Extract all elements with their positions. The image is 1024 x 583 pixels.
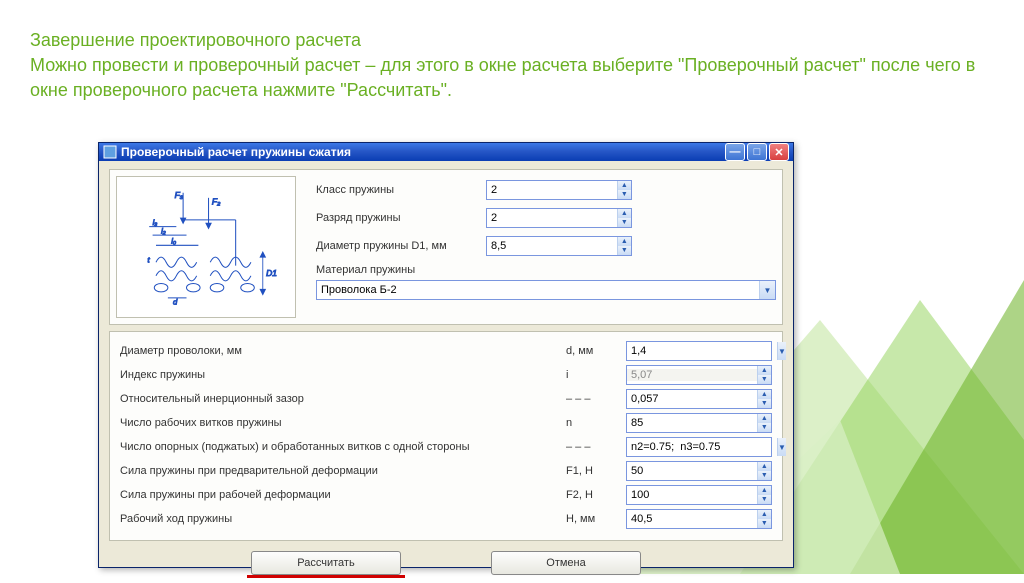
param-symbol: H, мм <box>566 513 626 525</box>
param-symbol: F2, Н <box>566 489 626 501</box>
param-label: Относительный инерционный зазор <box>120 393 566 405</box>
svg-text:F₂: F₂ <box>212 197 221 207</box>
param-value-input[interactable] <box>627 345 777 357</box>
param-symbol: – – – <box>566 393 626 405</box>
spin-down-icon: ▼ <box>758 375 771 384</box>
material-input[interactable] <box>317 284 759 296</box>
dialog-window: Проверочный расчет пружины сжатия — □ ✕ … <box>98 142 794 568</box>
param-row: Диаметр проволоки, ммd, мм▼ <box>120 340 772 362</box>
param-spinner: ▲▼ <box>626 365 772 385</box>
class-spinner[interactable]: ▲▼ <box>486 180 632 200</box>
svg-text:l₃: l₃ <box>153 218 158 227</box>
spin-up-icon[interactable]: ▲ <box>758 390 771 399</box>
param-combo[interactable]: ▼ <box>626 437 772 457</box>
param-label: Число опорных (поджатых) и обработанных … <box>120 441 566 453</box>
spin-up-icon[interactable]: ▲ <box>618 237 631 246</box>
chevron-down-icon[interactable]: ▼ <box>759 281 775 299</box>
spin-up-icon[interactable]: ▲ <box>758 414 771 423</box>
param-value-input[interactable] <box>627 393 757 405</box>
spin-up-icon[interactable]: ▲ <box>758 462 771 471</box>
param-symbol: i <box>566 369 626 381</box>
material-label: Материал пружины <box>316 264 776 276</box>
calculate-button[interactable]: Рассчитать <box>251 551 401 575</box>
svg-text:l₀: l₀ <box>171 237 176 246</box>
spin-up-icon[interactable]: ▲ <box>618 181 631 190</box>
param-spinner[interactable]: ▲▼ <box>626 485 772 505</box>
highlight-underline <box>247 575 405 578</box>
rank-input[interactable] <box>487 212 617 224</box>
param-combo[interactable]: ▼ <box>626 341 772 361</box>
param-label: Диаметр проволоки, мм <box>120 345 566 357</box>
rank-label: Разряд пружины <box>316 212 486 224</box>
param-label: Индекс пружины <box>120 369 566 381</box>
param-symbol: – – – <box>566 441 626 453</box>
spin-up-icon: ▲ <box>758 366 771 375</box>
app-icon <box>103 145 117 159</box>
svg-text:t: t <box>148 255 151 264</box>
spring-diagram: F₃ F₂ l₃ l₂ l₀ <box>116 176 296 318</box>
spin-down-icon[interactable]: ▼ <box>618 190 631 199</box>
spin-down-icon[interactable]: ▼ <box>758 495 771 504</box>
param-label: Сила пружины при предварительной деформа… <box>120 465 566 477</box>
svg-text:F₃: F₃ <box>175 190 184 200</box>
param-symbol: F1, Н <box>566 465 626 477</box>
class-label: Класс пружины <box>316 184 486 196</box>
window-title: Проверочный расчет пружины сжатия <box>121 145 725 159</box>
param-row: Рабочий ход пружиныH, мм▲▼ <box>120 508 772 530</box>
param-row: Число опорных (поджатых) и обработанных … <box>120 436 772 458</box>
class-input[interactable] <box>487 184 617 196</box>
param-value-input[interactable] <box>627 465 757 477</box>
spin-down-icon[interactable]: ▼ <box>758 519 771 528</box>
param-row: Сила пружины при предварительной деформа… <box>120 460 772 482</box>
param-spinner[interactable]: ▲▼ <box>626 389 772 409</box>
chevron-down-icon[interactable]: ▼ <box>777 438 786 456</box>
param-spinner[interactable]: ▲▼ <box>626 461 772 481</box>
cancel-button[interactable]: Отмена <box>491 551 641 575</box>
svg-text:d: d <box>173 298 178 307</box>
spin-down-icon[interactable]: ▼ <box>618 218 631 227</box>
spin-up-icon[interactable]: ▲ <box>758 510 771 519</box>
titlebar: Проверочный расчет пружины сжатия — □ ✕ <box>99 143 793 161</box>
chevron-down-icon[interactable]: ▼ <box>777 342 786 360</box>
param-spinner[interactable]: ▲▼ <box>626 509 772 529</box>
spin-down-icon[interactable]: ▼ <box>758 471 771 480</box>
diameter-input[interactable] <box>487 240 617 252</box>
svg-text:l₂: l₂ <box>161 226 166 235</box>
param-row: Относительный инерционный зазор– – –▲▼ <box>120 388 772 410</box>
spin-down-icon[interactable]: ▼ <box>758 399 771 408</box>
maximize-button[interactable]: □ <box>747 143 767 161</box>
spin-up-icon[interactable]: ▲ <box>758 486 771 495</box>
close-button[interactable]: ✕ <box>769 143 789 161</box>
param-label: Рабочий ход пружины <box>120 513 566 525</box>
param-row: Индекс пружиныi▲▼ <box>120 364 772 386</box>
top-panel: F₃ F₂ l₃ l₂ l₀ <box>109 169 783 325</box>
param-value-input[interactable] <box>627 489 757 501</box>
param-symbol: n <box>566 417 626 429</box>
param-label: Число рабочих витков пружины <box>120 417 566 429</box>
param-spinner[interactable]: ▲▼ <box>626 413 772 433</box>
material-combo[interactable]: ▼ <box>316 280 776 300</box>
svg-text:D1: D1 <box>266 268 277 278</box>
param-value-input[interactable] <box>627 513 757 525</box>
spin-down-icon[interactable]: ▼ <box>758 423 771 432</box>
param-value-input[interactable] <box>627 417 757 429</box>
spin-down-icon[interactable]: ▼ <box>618 246 631 255</box>
param-symbol: d, мм <box>566 345 626 357</box>
param-row: Сила пружины при рабочей деформацииF2, Н… <box>120 484 772 506</box>
spin-up-icon[interactable]: ▲ <box>618 209 631 218</box>
param-label: Сила пружины при рабочей деформации <box>120 489 566 501</box>
bottom-panel: Диаметр проволоки, ммd, мм▼Индекс пружин… <box>109 331 783 541</box>
minimize-button[interactable]: — <box>725 143 745 161</box>
param-value-input[interactable] <box>627 441 777 453</box>
param-row: Число рабочих витков пружиныn▲▼ <box>120 412 772 434</box>
page-heading: Завершение проектировочного расчета Можн… <box>30 28 984 104</box>
rank-spinner[interactable]: ▲▼ <box>486 208 632 228</box>
diameter-label: Диаметр пружины D1, мм <box>316 240 486 252</box>
diameter-spinner[interactable]: ▲▼ <box>486 236 632 256</box>
param-value-input <box>627 369 757 381</box>
